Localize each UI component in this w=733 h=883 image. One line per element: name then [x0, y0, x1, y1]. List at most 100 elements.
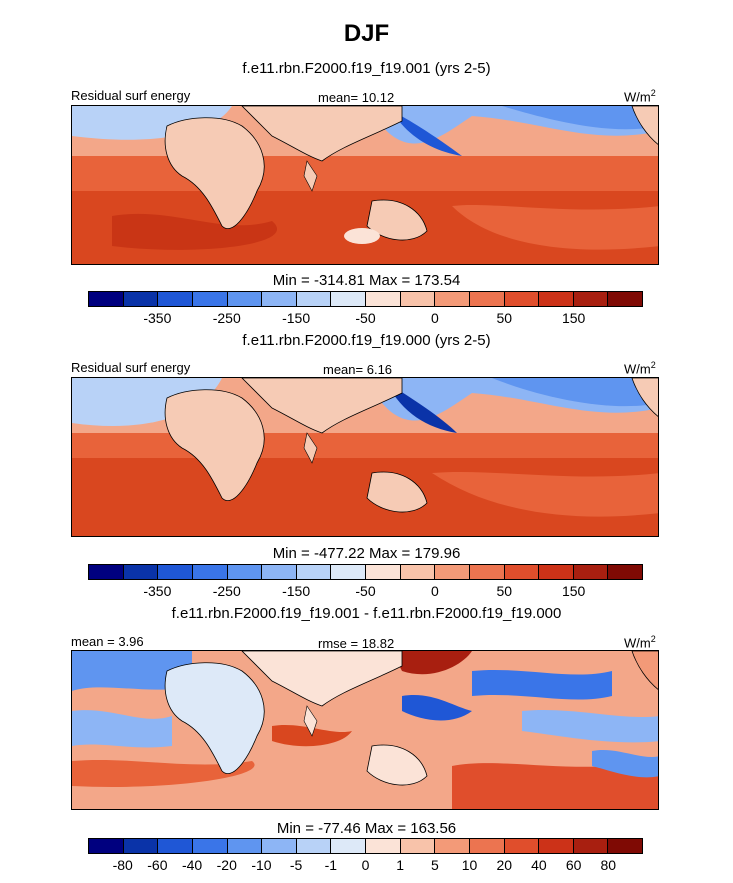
panel-2-units: W/m2 — [624, 360, 656, 377]
colorbar-tick-label: -350 — [143, 583, 172, 599]
panel-1-mean-label: mean= 10.12 — [318, 90, 395, 105]
colorbar-box — [435, 292, 470, 306]
colorbar-box — [158, 292, 193, 306]
colorbar-box — [227, 292, 263, 306]
colorbar-box — [573, 839, 609, 853]
colorbar-box — [192, 839, 228, 853]
colorbar-box — [123, 839, 159, 853]
panel-1-minmax: Min = -314.81 Max = 173.54 — [272, 272, 461, 289]
colorbar-tick-label: 20 — [496, 857, 513, 873]
colorbar-box — [89, 839, 124, 853]
panel-3-rmse-label: rmse = 18.82 — [318, 636, 395, 651]
colorbar-tick-label: -80 — [112, 857, 133, 873]
colorbar-tick-label: -150 — [282, 583, 311, 599]
panel-2-variable-label: Residual surf energy — [71, 360, 191, 375]
colorbar-box — [435, 565, 470, 579]
colorbar-box — [158, 839, 193, 853]
panel-3-colorbar-ticks: -80 -60 -40 -20 -10 -5 -1 0 1 5 10 20 40 60 80 — [88, 857, 643, 875]
colorbar-tick-label: 10 — [461, 857, 478, 873]
panel-3-subtitle: f.e11.rbn.F2000.f19_f19.001 - f.e11.rbn.… — [171, 605, 562, 622]
panel-2-colorbar-ticks: -350 -250 -150 -50 0 50 150 — [88, 583, 643, 601]
colorbar-box — [262, 839, 297, 853]
colorbar-box — [504, 565, 540, 579]
colorbar-tick-label: -5 — [289, 857, 303, 873]
colorbar-box — [469, 839, 505, 853]
colorbar-tick-label: 60 — [565, 857, 582, 873]
colorbar-box — [366, 839, 401, 853]
colorbar-box — [262, 292, 297, 306]
colorbar-box — [227, 565, 263, 579]
colorbar-box — [539, 292, 574, 306]
colorbar-tick-label: -60 — [147, 857, 168, 873]
colorbar-box — [296, 292, 332, 306]
figure-title: DJF — [343, 20, 390, 47]
colorbar-box — [469, 292, 505, 306]
panel-2-mean-label: mean= 6.16 — [323, 362, 393, 377]
colorbar-box — [366, 292, 401, 306]
colorbar-box — [331, 292, 366, 306]
colorbar-box — [89, 292, 124, 306]
panel-1-units: W/m2 — [624, 88, 656, 105]
colorbar-tick-label: 5 — [430, 857, 439, 873]
colorbar-tick-label: -40 — [181, 857, 203, 873]
panel-1-colorbar-ticks: -350 -250 -150 -50 0 50 150 — [88, 310, 643, 328]
colorbar-box — [400, 565, 436, 579]
panel-1-map-plot — [72, 106, 658, 264]
panel-3-minmax: Min = -77.46 Max = 163.56 — [276, 820, 457, 837]
colorbar-box — [539, 839, 574, 853]
colorbar-tick-label: 150 — [561, 310, 586, 326]
colorbar-box — [331, 565, 366, 579]
colorbar-box — [89, 565, 124, 579]
colorbar-tick-label: -1 — [324, 857, 338, 873]
colorbar-tick-label: 80 — [600, 857, 617, 873]
colorbar-box — [469, 565, 505, 579]
panel-2-map-plot — [72, 378, 658, 536]
panel-3-map — [71, 650, 659, 810]
colorbar-box — [608, 565, 642, 579]
colorbar-box — [158, 565, 193, 579]
colorbar-tick-label: -350 — [143, 310, 172, 326]
colorbar-box — [573, 565, 609, 579]
colorbar-box — [504, 839, 540, 853]
panel-3-mean-label: mean = 3.96 — [71, 634, 144, 649]
colorbar-tick-label: 0 — [430, 310, 439, 326]
colorbar-tick-label: -250 — [212, 583, 241, 599]
colorbar-box — [435, 839, 470, 853]
colorbar-tick-label: -250 — [212, 310, 241, 326]
colorbar-tick-label: -10 — [251, 857, 272, 873]
colorbar-box — [123, 292, 159, 306]
colorbar-tick-label: 40 — [531, 857, 547, 873]
colorbar-tick-label: 50 — [496, 310, 513, 326]
colorbar-box — [608, 839, 642, 853]
panel-2-map — [71, 377, 659, 537]
colorbar-box — [123, 565, 159, 579]
panel-1-colorbar — [88, 291, 643, 307]
colorbar-box — [192, 292, 228, 306]
colorbar-tick-label: 50 — [496, 583, 513, 599]
panel-3-units: W/m2 — [624, 634, 656, 651]
colorbar-tick-label: -150 — [282, 310, 311, 326]
panel-2-subtitle: f.e11.rbn.F2000.f19_f19.000 (yrs 2-5) — [242, 332, 491, 349]
colorbar-tick-label: -50 — [355, 583, 376, 599]
panel-2-minmax: Min = -477.22 Max = 179.96 — [272, 545, 461, 562]
colorbar-box — [539, 565, 574, 579]
colorbar-box — [573, 292, 609, 306]
colorbar-tick-label: 0 — [430, 583, 439, 599]
colorbar-box — [400, 839, 436, 853]
panel-3-colorbar — [88, 838, 643, 854]
colorbar-box — [331, 839, 366, 853]
colorbar-box — [296, 839, 332, 853]
colorbar-tick-label: 1 — [396, 857, 405, 873]
colorbar-tick-label: -20 — [216, 857, 237, 873]
colorbar-box — [262, 565, 297, 579]
panel-1-variable-label: Residual surf energy — [71, 88, 191, 103]
panel-3-map-plot — [72, 651, 658, 809]
colorbar-box — [400, 292, 436, 306]
colorbar-box — [608, 292, 642, 306]
colorbar-tick-label: 0 — [361, 857, 370, 873]
colorbar-tick-label: 150 — [561, 583, 586, 599]
colorbar-box — [296, 565, 332, 579]
colorbar-tick-label: -50 — [355, 310, 376, 326]
colorbar-box — [192, 565, 228, 579]
colorbar-box — [227, 839, 263, 853]
